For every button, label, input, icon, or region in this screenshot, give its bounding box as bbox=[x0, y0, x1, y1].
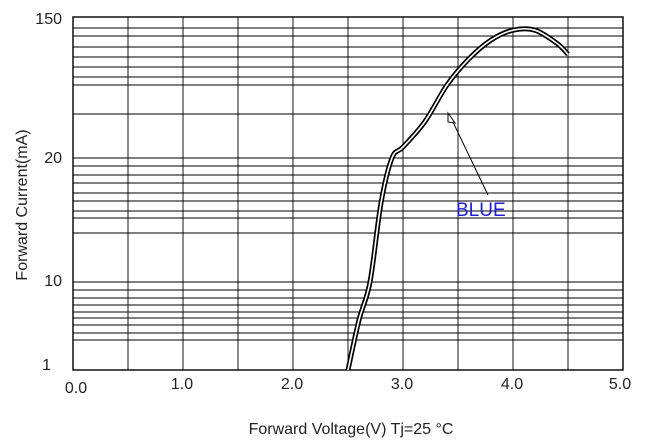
annotation-layer: BLUE bbox=[447, 111, 506, 221]
y-tick-label: 10 bbox=[44, 273, 62, 290]
curve-layer bbox=[345, 26, 570, 371]
y-tick-label: 20 bbox=[44, 150, 62, 167]
x-axis-title: Forward Voltage(V) Tj=25 °C bbox=[249, 421, 454, 438]
x-tick-label: 5.0 bbox=[609, 376, 631, 393]
y-axis-title: Forward Current(mA) bbox=[14, 129, 31, 280]
annotation-arrow-line bbox=[450, 117, 489, 196]
grid bbox=[73, 17, 623, 370]
x-tick-label: 2.0 bbox=[281, 376, 303, 393]
x-tick-labels: 0.0 1.0 2.0 3.0 4.0 5.0 bbox=[65, 376, 631, 397]
y-tick-label: 150 bbox=[35, 11, 62, 28]
x-tick-label: 3.0 bbox=[391, 376, 413, 393]
x-tick-label: 0.0 bbox=[65, 380, 87, 397]
y-tick-labels: 1 10 20 150 bbox=[35, 11, 62, 374]
y-tick-label: 1 bbox=[42, 357, 51, 374]
x-tick-label: 4.0 bbox=[501, 376, 523, 393]
x-tick-label: 1.0 bbox=[171, 376, 193, 393]
series-line-blue-highlight bbox=[347, 27, 569, 371]
annotation-arrowhead bbox=[447, 111, 457, 124]
series-label-blue: BLUE bbox=[456, 200, 506, 221]
